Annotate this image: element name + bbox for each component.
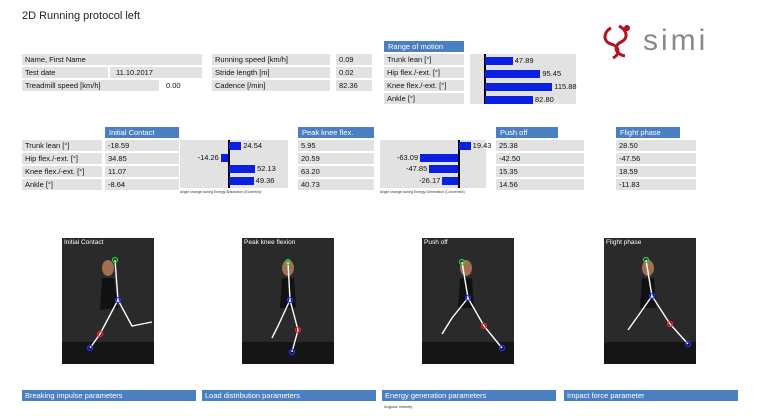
flight-phase-hip: -47.56 — [616, 153, 696, 164]
initial-contact-trunk: -18.59 — [105, 140, 179, 151]
name-label: Name, First Name — [22, 54, 202, 65]
flight-phase-header: Flight phase — [616, 127, 680, 138]
load-distribution-header: Load distribution parameters — [202, 390, 376, 401]
rom-label-trunk: Trunk lean [°] — [384, 54, 464, 65]
generation-bar — [459, 142, 471, 150]
stride-length-label: Stride length [m] — [212, 67, 330, 78]
simi-logo: simi — [597, 22, 757, 62]
generation-bar — [420, 153, 458, 162]
flight-phase-trunk: 28.50 — [616, 140, 696, 151]
photo-flight-phase: Flight phase — [604, 238, 696, 364]
photo-label: Peak knee flexion — [244, 239, 296, 246]
stride-length-value: 0.02 — [336, 67, 372, 78]
peak-knee-hip: 20.59 — [298, 153, 374, 164]
treadmill-speed-value: 0.00 — [166, 81, 181, 90]
peak-knee-trunk: 5.95 — [298, 140, 374, 151]
push-off-ankle: 14.56 — [496, 179, 584, 190]
phase-label-hip: Hip flex./-ext. [°] — [22, 153, 102, 164]
push-off-hip: -42.50 — [496, 153, 584, 164]
photo-label: Push off — [424, 239, 448, 246]
rom-bar-label: 82.80 — [535, 95, 554, 104]
rom-label-knee: Knee flex./-ext. [°] — [384, 80, 464, 91]
rom-bar — [485, 96, 534, 104]
generation-chart: 19.43 -63.09 -47.85 -26.17 — [380, 140, 491, 188]
absorption-bar-label: 52.13 — [257, 164, 276, 173]
impact-force-header: Impact force parameter — [564, 390, 738, 401]
flight-phase-knee: 18.59 — [616, 166, 696, 177]
phase-label-knee: Knee flex./-ext. [°] — [22, 166, 102, 177]
energy-generation-header: Energy generation parameters — [382, 390, 556, 401]
phase-label-trunk: Trunk lean [°] — [22, 140, 102, 151]
rom-bar-label: 47.89 — [514, 56, 534, 65]
generation-bar — [429, 165, 458, 173]
absorption-bar-label: -14.26 — [197, 152, 219, 162]
rom-label-hip: Hip flex./-ext. [°] — [384, 67, 464, 78]
range-of-motion-header: Range of motion — [384, 41, 464, 52]
cadence-value: 82.36 — [336, 80, 372, 91]
runner-logo-icon — [603, 24, 630, 60]
generation-chart-axis — [458, 140, 460, 188]
test-date-value: 11.10.2017 — [110, 67, 202, 78]
rom-bar-label: 115.88 — [554, 82, 577, 91]
absorption-bar — [229, 165, 256, 173]
absorption-bar — [220, 153, 228, 162]
photo-push-off: Push off — [422, 238, 514, 364]
photo-initial-contact: Initial Contact — [62, 238, 154, 364]
phase-label-ankle: Ankle [°] — [22, 179, 102, 190]
breaking-impulse-header: Breaking impulse parameters — [22, 390, 196, 401]
absorption-bar — [229, 142, 242, 150]
absorption-caption: Angle change during Energy Absorption (E… — [180, 190, 262, 194]
peak-knee-ankle: 40.73 — [298, 179, 374, 190]
photo-label: Flight phase — [606, 239, 642, 246]
generation-bar-label: 19.43 — [472, 141, 492, 150]
peak-knee-header: Peak knee flex. — [298, 127, 374, 138]
push-off-knee: 15.35 — [496, 166, 584, 177]
running-speed-value: 0.09 — [336, 54, 372, 65]
photo-label: Initial Contact — [64, 239, 104, 246]
flight-phase-ankle: -11.83 — [616, 179, 696, 190]
rom-bar — [485, 83, 553, 91]
generation-bar-label: -26.17 — [419, 175, 441, 185]
absorption-bar-label: 49.36 — [255, 175, 275, 185]
rom-label-ankle: Ankle [°] — [384, 93, 464, 104]
rom-chart-axis — [484, 54, 486, 104]
angular-velocity-note: Angular velocity — [384, 404, 413, 409]
test-date-label: Test date — [22, 67, 108, 78]
page-title: 2D Running protocol left — [22, 10, 141, 22]
initial-contact-knee: 11.07 — [105, 166, 179, 177]
initial-contact-hip: 34.85 — [105, 153, 179, 164]
rom-bar — [485, 57, 513, 65]
push-off-trunk: 25.38 — [496, 140, 584, 151]
cadence-label: Cadence [/min] — [212, 80, 330, 91]
photo-peak-knee-flexion: Peak knee flexion — [242, 238, 334, 364]
generation-bar-label: -47.85 — [406, 164, 428, 173]
absorption-bar-label: 24.54 — [243, 141, 263, 150]
absorption-chart-axis — [228, 140, 230, 188]
logo-text: simi — [643, 24, 709, 57]
rom-chart: 47.89 95.45 115.88 82.80 — [470, 54, 577, 104]
generation-caption: Angle change during Energy Generation (C… — [380, 190, 465, 194]
rom-bar-label: 95.45 — [542, 69, 562, 78]
absorption-chart: 24.54 -14.26 52.13 49.36 — [180, 140, 288, 188]
peak-knee-knee: 63.20 — [298, 166, 374, 177]
treadmill-speed-label: Treadmill speed [km/h] — [22, 80, 159, 91]
rom-bar — [485, 70, 541, 78]
initial-contact-header: Initial Contact — [105, 127, 179, 138]
initial-contact-ankle: -8.64 — [105, 179, 179, 190]
generation-bar — [442, 176, 458, 185]
generation-bar-label: -63.09 — [396, 152, 419, 162]
push-off-header: Push off — [496, 127, 558, 138]
running-speed-label: Running speed [km/h] — [212, 54, 330, 65]
absorption-bar — [229, 176, 254, 185]
